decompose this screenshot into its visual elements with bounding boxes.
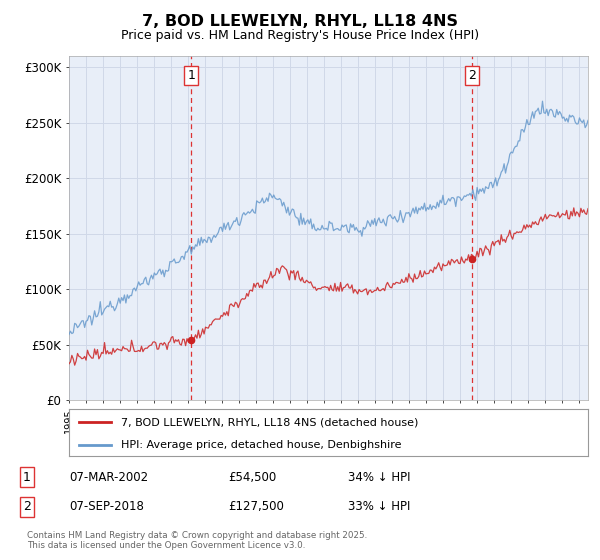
Text: 07-SEP-2018: 07-SEP-2018 [69,500,144,514]
Text: 1: 1 [187,69,195,82]
Text: 2: 2 [468,69,476,82]
Text: 07-MAR-2002: 07-MAR-2002 [69,470,148,484]
Text: Contains HM Land Registry data © Crown copyright and database right 2025.
This d: Contains HM Land Registry data © Crown c… [27,530,367,550]
Text: 34% ↓ HPI: 34% ↓ HPI [348,470,410,484]
Text: 7, BOD LLEWELYN, RHYL, LL18 4NS: 7, BOD LLEWELYN, RHYL, LL18 4NS [142,14,458,29]
Text: £54,500: £54,500 [228,470,276,484]
Text: 1: 1 [23,470,31,484]
Text: 2: 2 [23,500,31,514]
Text: 33% ↓ HPI: 33% ↓ HPI [348,500,410,514]
Text: HPI: Average price, detached house, Denbighshire: HPI: Average price, detached house, Denb… [121,440,401,450]
Text: 7, BOD LLEWELYN, RHYL, LL18 4NS (detached house): 7, BOD LLEWELYN, RHYL, LL18 4NS (detache… [121,417,418,427]
Text: Price paid vs. HM Land Registry's House Price Index (HPI): Price paid vs. HM Land Registry's House … [121,29,479,42]
Text: £127,500: £127,500 [228,500,284,514]
